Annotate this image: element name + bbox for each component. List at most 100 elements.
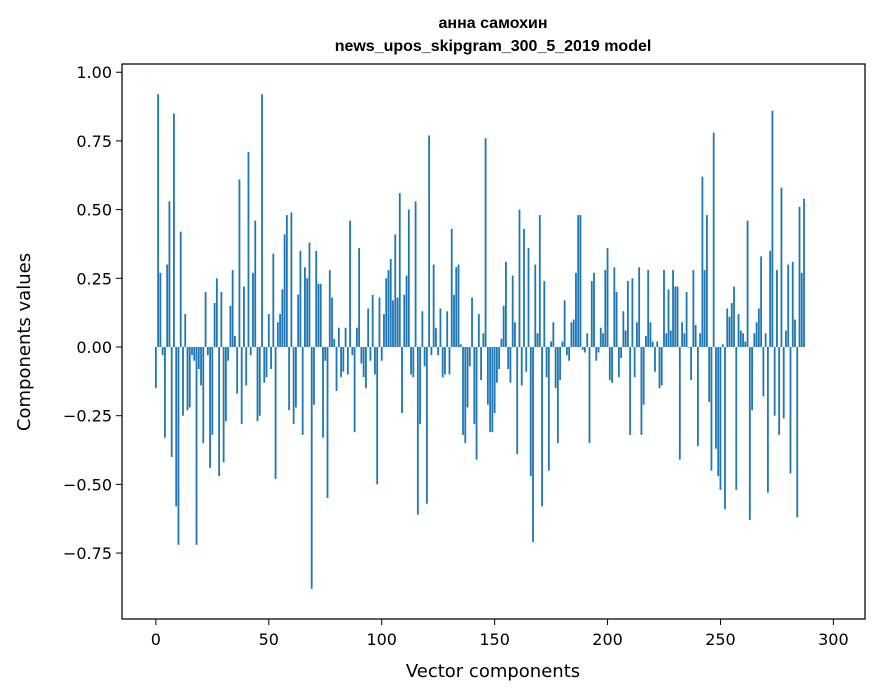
bar-182: [565, 347, 568, 356]
bar-193: [590, 281, 593, 347]
bar-31: [224, 347, 227, 422]
bar-253: [726, 308, 729, 347]
plot-frame: [121, 63, 866, 620]
x-tick-label: 100: [366, 630, 397, 649]
bar-242: [701, 176, 704, 347]
bar-125: [437, 347, 440, 356]
bar-5: [166, 264, 169, 347]
bar-29: [220, 292, 223, 347]
y-tick-label: 0.50: [76, 201, 112, 220]
bar-175: [550, 341, 552, 347]
bar-148: [489, 347, 492, 433]
bar-286: [800, 272, 803, 347]
bar-178: [556, 347, 559, 444]
x-tick-label: 200: [592, 630, 623, 649]
bar-131: [450, 228, 453, 347]
bar-76: [326, 347, 329, 499]
bar-85: [346, 347, 349, 375]
bar-138: [466, 347, 469, 408]
bar-24: [209, 347, 211, 468]
bar-164: [525, 347, 528, 372]
bar-78: [331, 297, 333, 347]
bar-199: [604, 270, 607, 347]
bar-231: [676, 286, 679, 347]
bar-218: [647, 270, 650, 347]
bar-107: [396, 297, 399, 347]
bar-49: [265, 347, 268, 378]
bar-73: [319, 283, 322, 347]
bar-215: [640, 347, 643, 435]
bar-263: [748, 347, 751, 521]
bar-133: [455, 267, 458, 347]
bar-238: [692, 270, 695, 347]
bar-245: [708, 347, 711, 402]
bars-group: [154, 94, 805, 589]
bar-222: [656, 341, 659, 347]
bar-179: [559, 347, 562, 380]
bar-185: [572, 319, 575, 347]
bar-18: [195, 347, 198, 545]
bar-191: [586, 333, 589, 347]
bar-280: [787, 264, 790, 347]
bar-268: [760, 256, 763, 347]
bar-57: [283, 234, 286, 347]
bar-64: [299, 250, 302, 347]
bar-99: [378, 297, 381, 347]
bar-172: [543, 281, 546, 347]
bar-211: [631, 278, 634, 347]
bar-250: [719, 347, 722, 490]
bar-282: [791, 261, 794, 347]
y-tick-label: −0.50: [63, 475, 112, 494]
bar-3: [161, 347, 164, 356]
bar-74: [322, 347, 324, 438]
bar-130: [448, 347, 451, 375]
bar-32: [227, 347, 230, 361]
y-tick-label: −0.75: [63, 544, 112, 563]
bar-89: [355, 327, 358, 347]
bar-252: [724, 347, 726, 510]
bar-34: [231, 270, 234, 347]
bar-82: [340, 347, 342, 378]
bar-79: [333, 338, 336, 347]
bar-236: [687, 347, 690, 348]
bar-86: [349, 220, 351, 347]
bar-6: [168, 201, 171, 347]
y-tick-label: 0.00: [76, 338, 112, 357]
bar-135: [459, 344, 462, 347]
bar-196: [597, 347, 600, 353]
bar-163: [523, 228, 525, 347]
bar-157: [509, 347, 512, 383]
bar-272: [769, 250, 772, 347]
bar-162: [520, 347, 523, 386]
bar-165: [527, 248, 530, 347]
chart-subtitle: news_upos_skipgram_300_5_2019 model: [335, 38, 652, 55]
bar-278: [782, 347, 785, 419]
bar-62: [294, 347, 297, 408]
bar-229: [672, 270, 674, 347]
bar-20: [200, 347, 202, 386]
bar-129: [446, 311, 449, 347]
bar-9: [175, 347, 178, 507]
bar-217: [645, 336, 647, 347]
bar-144: [480, 347, 482, 380]
bar-75: [324, 347, 327, 361]
bar-103: [387, 270, 390, 347]
bar-183: [568, 347, 571, 361]
bar-234: [683, 333, 686, 347]
bar-55: [279, 314, 281, 347]
bar-235: [685, 292, 688, 347]
bar-197: [599, 327, 602, 347]
bar-100: [380, 347, 383, 361]
bar-241: [699, 333, 702, 347]
bar-33: [229, 305, 232, 347]
bar-258: [737, 314, 740, 347]
bar-118: [421, 311, 424, 347]
bar-187: [577, 215, 580, 347]
bar-111: [405, 275, 408, 347]
bar-207: [622, 311, 625, 347]
bar-223: [658, 347, 661, 389]
bar-184: [570, 322, 573, 347]
bar-60: [290, 212, 293, 347]
bar-264: [751, 347, 753, 411]
bar-269: [762, 347, 765, 397]
